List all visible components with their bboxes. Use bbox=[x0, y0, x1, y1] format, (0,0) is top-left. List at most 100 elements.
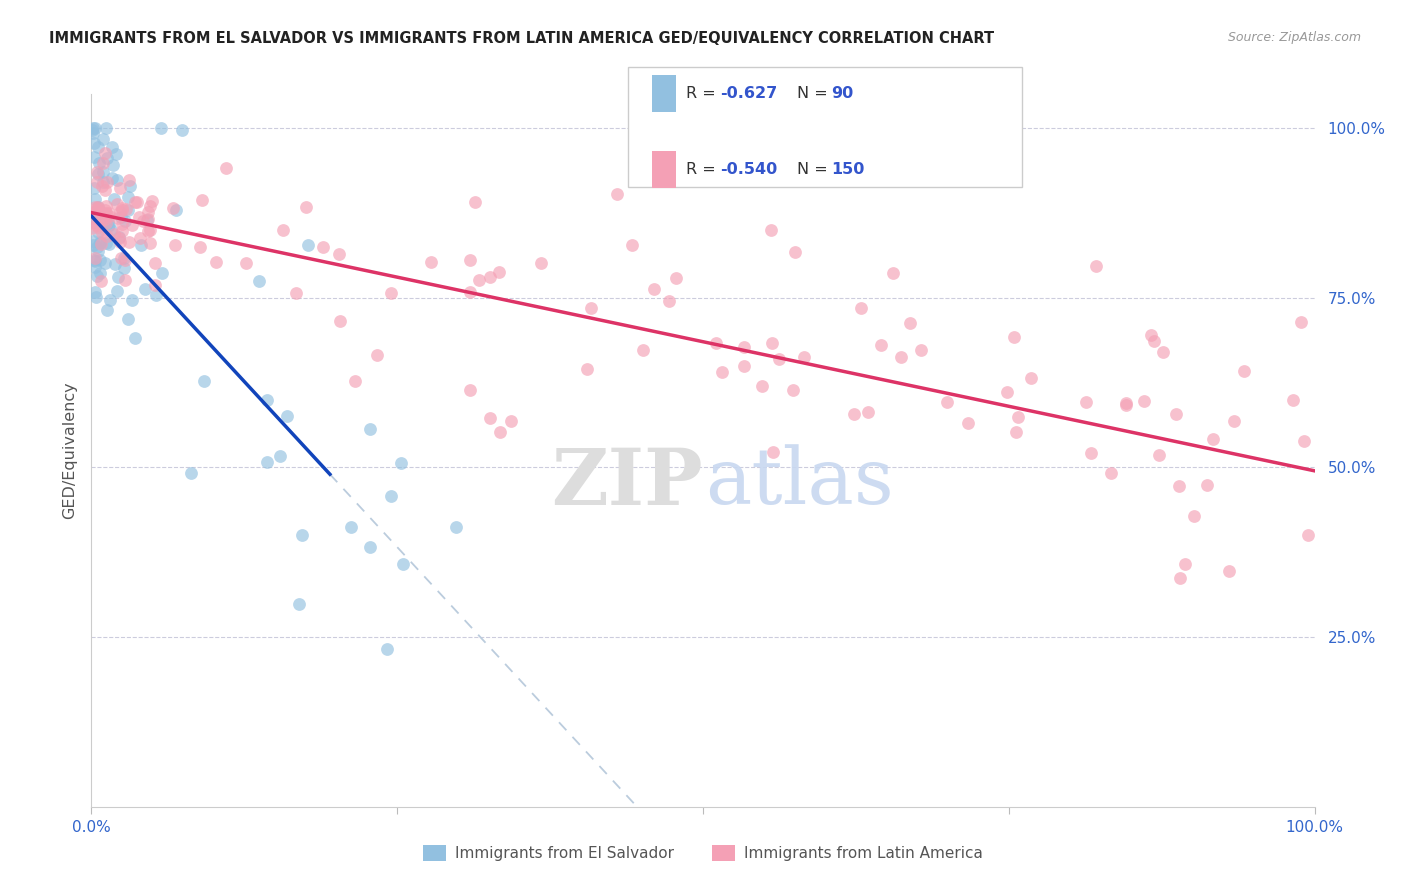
Point bbox=[86, 268, 108, 283]
Point bbox=[91, 165, 114, 179]
Point bbox=[84, 192, 107, 206]
Point bbox=[86, 202, 108, 216]
Text: N =: N = bbox=[797, 87, 834, 101]
Point bbox=[93, 155, 115, 169]
Point bbox=[104, 146, 127, 161]
Legend: Immigrants from El Salvador, Immigrants from Latin America: Immigrants from El Salvador, Immigrants … bbox=[416, 839, 990, 867]
Point bbox=[98, 218, 121, 232]
Point bbox=[111, 201, 134, 215]
Point bbox=[89, 266, 111, 280]
Point bbox=[100, 222, 122, 236]
Point bbox=[134, 282, 156, 296]
Point bbox=[124, 194, 146, 209]
Point bbox=[458, 285, 481, 300]
Point bbox=[710, 365, 733, 379]
Point bbox=[488, 425, 510, 440]
Point bbox=[117, 203, 139, 218]
Point bbox=[1019, 371, 1042, 385]
Point bbox=[793, 350, 815, 364]
Point bbox=[1202, 432, 1225, 446]
Point bbox=[118, 173, 141, 187]
Point bbox=[94, 120, 117, 135]
Point bbox=[110, 205, 132, 219]
Point bbox=[82, 215, 104, 229]
Point bbox=[91, 175, 114, 189]
Point bbox=[89, 236, 111, 251]
Point bbox=[1233, 364, 1256, 378]
Point bbox=[150, 266, 173, 280]
Point bbox=[1133, 393, 1156, 408]
Point bbox=[247, 274, 270, 288]
Point bbox=[91, 226, 114, 240]
Point bbox=[329, 314, 352, 328]
Point bbox=[84, 254, 107, 268]
Point bbox=[762, 445, 785, 459]
Point bbox=[91, 132, 114, 146]
Point bbox=[96, 175, 118, 189]
Point bbox=[163, 237, 186, 252]
Text: 150: 150 bbox=[831, 162, 865, 177]
Text: IMMIGRANTS FROM EL SALVADOR VS IMMIGRANTS FROM LATIN AMERICA GED/EQUIVALENCY COR: IMMIGRANTS FROM EL SALVADOR VS IMMIGRANT… bbox=[49, 31, 994, 46]
Point bbox=[84, 290, 107, 304]
Point bbox=[273, 223, 295, 237]
Text: -0.627: -0.627 bbox=[720, 87, 778, 101]
Point bbox=[579, 301, 602, 316]
Point bbox=[82, 238, 104, 252]
Point bbox=[87, 156, 110, 170]
Point bbox=[1080, 446, 1102, 460]
Point bbox=[107, 229, 129, 244]
Point bbox=[114, 252, 136, 267]
Text: ZIP: ZIP bbox=[551, 444, 703, 521]
Point bbox=[1115, 398, 1137, 412]
Point bbox=[936, 395, 959, 409]
Point bbox=[96, 216, 118, 230]
Point bbox=[1296, 527, 1319, 541]
Point bbox=[103, 227, 125, 242]
Point bbox=[1292, 434, 1315, 448]
Point bbox=[1289, 315, 1312, 329]
Point bbox=[87, 244, 110, 258]
Point bbox=[80, 221, 103, 235]
Point bbox=[86, 200, 108, 214]
Point bbox=[101, 140, 124, 154]
Point bbox=[84, 204, 107, 219]
Point bbox=[139, 223, 162, 237]
Point bbox=[93, 202, 115, 217]
Text: Source: ZipAtlas.com: Source: ZipAtlas.com bbox=[1227, 31, 1361, 45]
Point bbox=[620, 237, 643, 252]
Point bbox=[82, 120, 104, 135]
Point bbox=[94, 199, 117, 213]
Point bbox=[136, 211, 159, 226]
Point bbox=[1195, 478, 1218, 492]
Point bbox=[110, 210, 132, 224]
Text: N =: N = bbox=[797, 162, 834, 177]
Point bbox=[420, 254, 443, 268]
Y-axis label: GED/Equivalency: GED/Equivalency bbox=[62, 382, 77, 519]
Point bbox=[124, 331, 146, 345]
Point bbox=[117, 312, 139, 326]
Point bbox=[83, 211, 105, 226]
Point bbox=[94, 212, 117, 227]
Point bbox=[112, 260, 135, 275]
Point bbox=[114, 214, 136, 228]
Point bbox=[1218, 564, 1240, 578]
Point bbox=[995, 385, 1018, 400]
Point bbox=[103, 158, 125, 172]
Point bbox=[89, 253, 111, 268]
Point bbox=[104, 257, 127, 271]
Point bbox=[121, 293, 143, 307]
Point bbox=[107, 269, 129, 284]
Point bbox=[284, 286, 307, 301]
Point bbox=[704, 335, 727, 350]
Point bbox=[1143, 334, 1166, 348]
Point bbox=[107, 211, 129, 226]
Point bbox=[90, 179, 112, 194]
Point bbox=[870, 338, 893, 352]
Point bbox=[132, 214, 155, 228]
Point bbox=[93, 205, 115, 219]
Point bbox=[96, 205, 118, 219]
Point bbox=[1168, 571, 1191, 585]
Point bbox=[87, 220, 110, 235]
Point bbox=[530, 256, 553, 270]
Point bbox=[910, 343, 932, 357]
